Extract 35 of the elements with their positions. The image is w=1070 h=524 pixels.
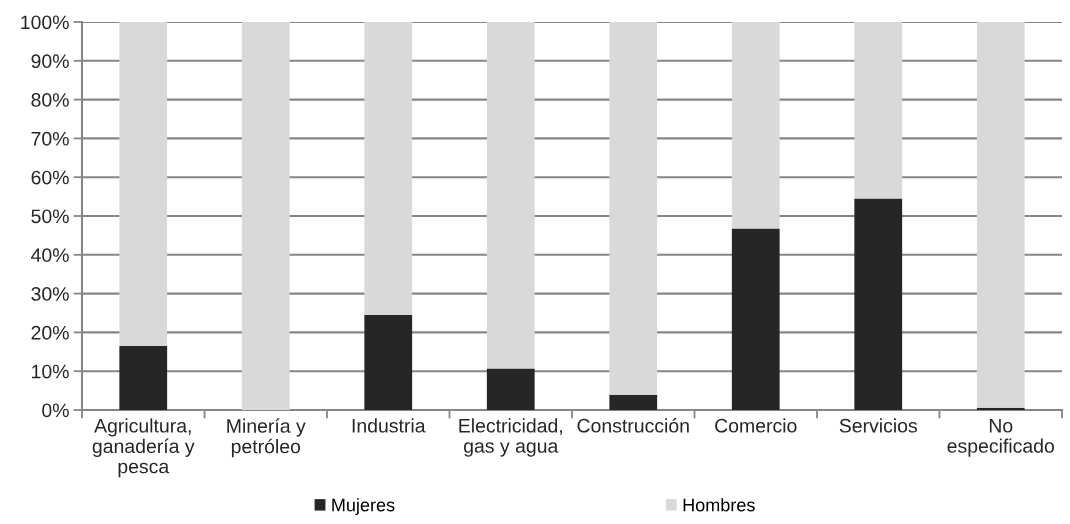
x-tick-label: Electricidad, gas y agua xyxy=(459,418,562,457)
bar xyxy=(364,22,413,315)
x-tick-label: Minería y petróleo xyxy=(227,418,306,458)
bar xyxy=(854,22,903,199)
bar xyxy=(731,228,780,410)
bar xyxy=(119,22,168,346)
bar xyxy=(241,22,290,410)
legend-label: Mujeres xyxy=(332,498,395,515)
y-tick-label: 100% xyxy=(21,15,69,30)
x-tick-label: Servicios xyxy=(839,418,917,433)
y-tick-label: 80% xyxy=(31,93,69,107)
bar xyxy=(486,368,535,410)
bar xyxy=(609,394,658,410)
bar xyxy=(976,22,1025,408)
y-tick-label: 60% xyxy=(31,170,69,185)
x-tick-label: Industria xyxy=(352,418,426,433)
y-tick-label: 90% xyxy=(31,54,69,69)
x-tick-label: Comercio xyxy=(715,418,797,433)
y-tick-label: 0% xyxy=(42,403,69,418)
y-tick-label: 70% xyxy=(31,131,69,146)
x-tick-label: No especificado xyxy=(947,419,1054,457)
legend-label: Hombres xyxy=(683,498,755,512)
y-tick-label: 30% xyxy=(31,287,69,301)
y-tick-label: 40% xyxy=(31,248,69,263)
x-tick-label: Construcción xyxy=(577,418,689,433)
y-tick-label: 10% xyxy=(32,364,69,379)
bar xyxy=(609,22,658,395)
bar xyxy=(486,22,535,369)
bar xyxy=(731,22,780,229)
x-tick-label: Agricultura, ganadería y pesca xyxy=(92,418,195,478)
bar xyxy=(119,345,168,410)
bar xyxy=(854,198,903,410)
y-tick-label: 20% xyxy=(31,325,69,340)
bar xyxy=(364,314,413,410)
y-tick-label: 50% xyxy=(31,209,69,224)
